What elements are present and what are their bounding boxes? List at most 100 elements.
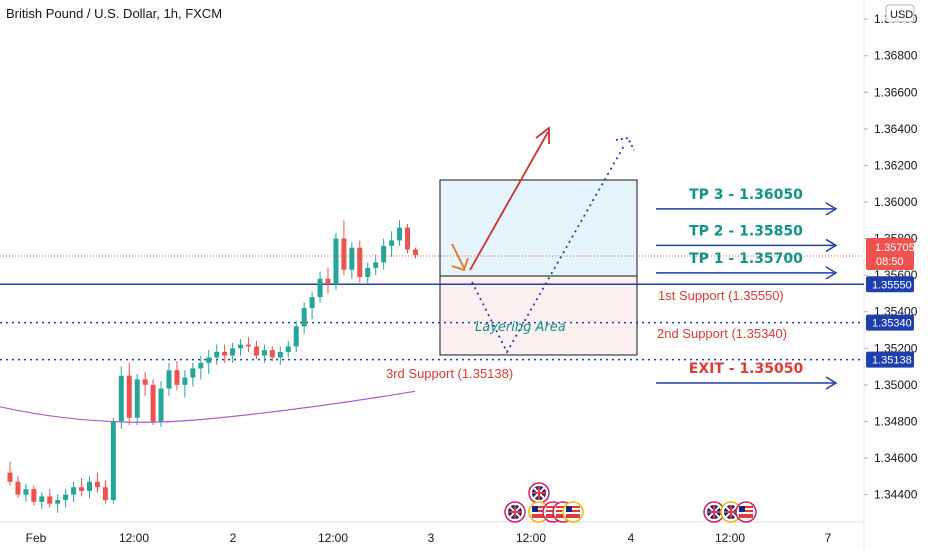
- us-flag-icon[interactable]: [562, 501, 584, 523]
- candle-body: [142, 379, 148, 385]
- y-tick-label: 1.36000: [874, 195, 918, 209]
- candle-body: [325, 278, 331, 285]
- y-tick-label: 1.36400: [874, 122, 918, 136]
- x-tick-label: Feb: [26, 531, 47, 545]
- price-tag-bg: [866, 314, 914, 331]
- y-tick-label: 1.34400: [874, 488, 918, 502]
- candle-body: [285, 346, 291, 352]
- current-price-value: 1.35705: [875, 242, 915, 254]
- candle-body: [365, 267, 371, 277]
- price-tag-label: 1.35340: [872, 318, 912, 330]
- candle-body: [158, 388, 164, 422]
- candle-body: [31, 489, 37, 502]
- candle-body: [238, 344, 244, 349]
- target-zone: [439, 179, 638, 277]
- candle-body: [341, 238, 347, 270]
- candle-body: [39, 496, 45, 502]
- candle-body: [47, 496, 53, 504]
- y-tick-label: 1.36800: [874, 49, 918, 63]
- candle-body: [309, 297, 315, 309]
- candle-body: [222, 351, 228, 356]
- uk-flag-icon[interactable]: [504, 501, 526, 523]
- chart-title: British Pound / U.S. Dollar, 1h, FXCM: [6, 6, 222, 21]
- layering-arrowhead: [615, 137, 635, 151]
- candle-body: [55, 500, 61, 504]
- layering-zone: [439, 179, 638, 356]
- candle-body: [397, 227, 403, 241]
- candle-body: [190, 368, 196, 378]
- candle-body: [253, 346, 259, 356]
- x-tick-label: 12:00: [715, 531, 745, 545]
- uk-flag-icon[interactable]: [528, 482, 550, 504]
- y-tick-label: 1.35000: [874, 378, 918, 392]
- layering-area-label: Layering Area: [475, 320, 566, 335]
- current-price-tag: 1.35705 08:50: [866, 238, 915, 270]
- candle-body: [293, 326, 299, 347]
- x-tick-label: 3: [428, 531, 435, 545]
- price-tag-bg: [866, 276, 914, 293]
- candle-body: [134, 379, 140, 418]
- candle-body: [174, 370, 180, 385]
- support-label: 3rd Support (1.35138): [386, 366, 513, 381]
- candle-body: [373, 262, 379, 268]
- candle-body: [87, 481, 92, 491]
- candle-body: [405, 227, 410, 250]
- x-axis: Feb 12:00 2 12:00 3 12:00 4 12:00 7: [26, 531, 832, 545]
- moving-average-line: [0, 390, 416, 423]
- layering-path: [471, 143, 626, 354]
- level-label: TP 1 - 1.35700: [689, 251, 803, 267]
- candle-body: [317, 278, 323, 298]
- bullish-arrow: [469, 131, 549, 271]
- level-arrowhead: [825, 202, 838, 216]
- price-tag-label: 1.35138: [872, 355, 912, 367]
- orange-pointer-arrowhead: [451, 257, 469, 272]
- us-flag-icon[interactable]: [735, 501, 757, 523]
- y-tick-label: 1.34600: [874, 451, 918, 465]
- support-label: 1st Support (1.35550): [658, 288, 784, 303]
- candle-body: [301, 308, 307, 327]
- level-labels: TP 3 - 1.36050 TP 2 - 1.35850 TP 1 - 1.357…: [386, 187, 803, 381]
- uk-flag-icon[interactable]: [703, 501, 725, 523]
- x-tick-label: 12:00: [318, 531, 348, 545]
- candle-body: [357, 247, 363, 277]
- price-tag-label: 1.35550: [872, 279, 912, 291]
- candle-body: [110, 421, 116, 501]
- candle-body: [166, 370, 172, 389]
- y-tick-label: 1.36200: [874, 158, 918, 172]
- candle-body: [277, 351, 283, 358]
- candle-body: [15, 481, 21, 495]
- currency-label: USD: [890, 9, 913, 21]
- currency-badge[interactable]: USD: [885, 4, 915, 23]
- candle-body: [150, 384, 156, 422]
- candle-body: [182, 377, 188, 385]
- candle-body: [23, 489, 29, 495]
- price-tags: 1.35550 1.35340 1.35138: [866, 276, 914, 368]
- bullish-arrowhead: [535, 126, 550, 144]
- candle-body: [206, 357, 212, 363]
- candle-body: [79, 487, 85, 491]
- candle-body: [7, 472, 13, 482]
- level-label: TP 3 - 1.36050: [689, 187, 803, 203]
- orange-pointer-arrow: [451, 243, 465, 269]
- economic-events[interactable]: [504, 482, 757, 523]
- projection-arrows: [451, 126, 635, 354]
- x-tick-label: 4: [628, 531, 635, 545]
- level-label: EXIT - 1.35050: [689, 361, 804, 377]
- layering-area-zone: [439, 275, 638, 356]
- candle-body: [71, 487, 77, 495]
- candle-body: [333, 238, 339, 285]
- support-lines: [0, 202, 864, 390]
- candle-body: [126, 375, 132, 418]
- candle-body: [63, 494, 69, 501]
- candle-body: [246, 344, 251, 347]
- candle-body: [94, 481, 100, 488]
- uk-flag-icon[interactable]: [720, 501, 742, 523]
- candle-body: [102, 487, 108, 501]
- candle-body: [269, 350, 275, 358]
- price-tag-bg: [866, 351, 914, 368]
- candle-body: [412, 249, 418, 256]
- y-tick-label: 1.34800: [874, 414, 918, 428]
- level-arrowhead: [825, 266, 838, 280]
- candle-body: [349, 247, 355, 270]
